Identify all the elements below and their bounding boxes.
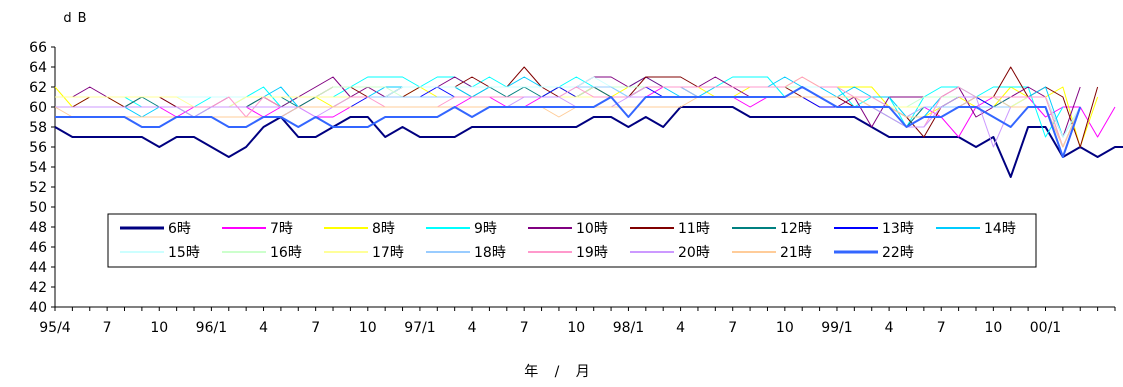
y-tick-label: 60: [29, 100, 47, 116]
x-tick-label: 10: [567, 320, 585, 336]
x-tick-label: 7: [728, 320, 737, 336]
x-tick-label: 4: [885, 320, 894, 336]
y-tick-label: 48: [29, 220, 47, 236]
y-tick-label: 66: [29, 40, 47, 56]
legend-label: 15時: [168, 245, 200, 261]
legend-label: 6時: [168, 221, 191, 237]
series-line-6時: [54, 106, 1123, 178]
x-tick-label: 4: [676, 320, 685, 336]
legend-label: 10時: [576, 221, 608, 237]
y-tick-label: 64: [29, 60, 47, 76]
y-tick-label: 46: [29, 240, 47, 256]
y-tick-label: 56: [29, 140, 47, 156]
legend-box: [107, 213, 1037, 268]
legend-label: 14時: [984, 221, 1016, 237]
y-tick-label: 58: [29, 120, 47, 136]
x-tick-label: 10: [359, 320, 377, 336]
legend-label: 17時: [372, 245, 404, 261]
series-line-7時: [55, 86, 1116, 138]
x-tick-label: 10: [776, 320, 794, 336]
series-line-20時: [55, 86, 1081, 148]
legend-label: 18時: [474, 245, 506, 261]
series-line-22時: [55, 86, 1082, 158]
y-tick-label: 52: [29, 180, 47, 196]
legend-label: 11時: [678, 221, 710, 237]
x-tick-label: 00/1: [1030, 320, 1061, 336]
x-tick-label: 95/4: [39, 320, 71, 336]
series-lines: [54, 66, 1123, 178]
legend-label: 12時: [780, 221, 812, 237]
y-tick-label: 40: [29, 300, 47, 316]
legend-label: 13時: [882, 221, 914, 237]
legend-label: 21時: [780, 245, 812, 261]
x-axis-title: 年 / 月: [524, 364, 596, 380]
y-tick-label: 44: [29, 260, 47, 276]
legend-label: 7時: [270, 221, 293, 237]
x-tick-label: 10: [984, 320, 1002, 336]
x-tick-label: 7: [311, 320, 320, 336]
x-tick-label: 96/1: [196, 320, 227, 336]
legend-label: 16時: [270, 245, 302, 261]
x-tick-label: 98/1: [613, 320, 644, 336]
legend-label: 20時: [678, 245, 710, 261]
y-tick-label: 42: [29, 280, 47, 296]
y-tick-label: 62: [29, 80, 47, 96]
x-tick-label: 99/1: [821, 320, 852, 336]
x-tick-label: 7: [103, 320, 112, 336]
x-tick-label: 10: [150, 320, 168, 336]
x-tick-label: 4: [468, 320, 477, 336]
legend-label: 9時: [474, 221, 497, 237]
legend-label: 22時: [882, 245, 914, 261]
series-line-21時: [54, 96, 1081, 148]
legend-label: 19時: [576, 245, 608, 261]
y-axis-title: dB: [63, 11, 92, 26]
x-tick-label: 97/1: [404, 320, 435, 336]
x-tick-label: 7: [520, 320, 529, 336]
y-tick-label: 54: [29, 160, 47, 176]
x-tick-label: 4: [259, 320, 268, 336]
x-tick-label: 7: [937, 320, 946, 336]
y-tick-label: 50: [29, 200, 47, 216]
legend-label: 8時: [372, 221, 395, 237]
legend: 6時 7時 8時 9時 10時 11時 12時 13時 14時 15時 16時 17時 18時 19時 20…: [107, 213, 1037, 268]
